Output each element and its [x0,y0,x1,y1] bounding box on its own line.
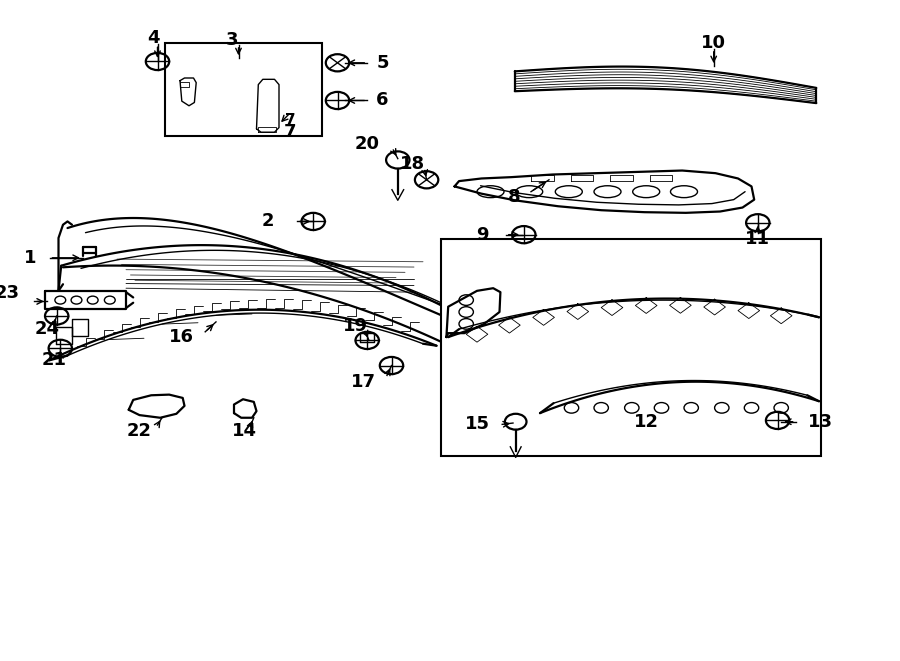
Text: 7: 7 [285,113,296,128]
Text: 9: 9 [476,225,489,244]
Text: 20: 20 [355,135,380,153]
Text: 16: 16 [168,328,194,346]
Text: 3: 3 [226,30,239,49]
Text: 19: 19 [343,317,368,335]
Text: 23: 23 [0,284,20,302]
Text: 22: 22 [126,422,151,440]
Bar [441,239,821,456]
Text: 5: 5 [376,54,389,72]
Text: 18: 18 [400,155,425,173]
Text: 2: 2 [262,212,274,231]
Bar [165,43,322,136]
Text: 6: 6 [376,91,389,110]
Text: 10: 10 [701,34,726,52]
Text: 1: 1 [23,249,36,267]
Text: 15: 15 [464,415,490,434]
Text: 14: 14 [232,422,257,440]
Text: 13: 13 [808,412,833,431]
Text: 8: 8 [508,188,520,206]
Text: 4: 4 [147,29,159,48]
Text: 7: 7 [284,123,296,141]
Text: 11: 11 [745,230,770,249]
Text: 21: 21 [41,351,67,369]
Text: 24: 24 [34,320,59,338]
Text: 17: 17 [351,373,376,391]
Text: 12: 12 [634,412,659,431]
